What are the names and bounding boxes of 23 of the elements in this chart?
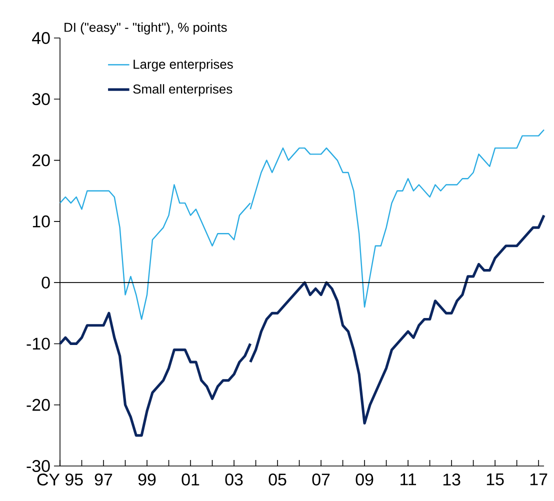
legend-label: Small enterprises [133, 84, 232, 96]
y-tick-label: -10 [26, 338, 50, 350]
x-tick-label: 09 [356, 474, 374, 486]
x-tick-label: 03 [225, 474, 243, 486]
y-tick-label: 40 [32, 32, 50, 44]
x-tick-label: 99 [138, 474, 156, 486]
y-tick-label: -20 [26, 398, 50, 411]
x-tick-label: 11 [400, 474, 416, 486]
legend-label: Large enterprises [134, 59, 233, 72]
x-tick-label: 97 [94, 474, 112, 486]
y-tick-label: -30 [26, 460, 50, 472]
x-tick-label: 17 [530, 474, 548, 486]
y-tick-label: 20 [32, 154, 50, 166]
y-axis-title: DI ("easy" - "tight"), % points [64, 22, 227, 34]
x-tick-label: CY 95 [37, 474, 83, 486]
x-tick-label: 05 [268, 474, 286, 486]
x-tick-label: 13 [443, 474, 460, 486]
y-tick-label: 0 [42, 276, 50, 289]
y-tick-label: 10 [32, 215, 50, 228]
x-tick-label: 15 [486, 474, 504, 486]
x-tick-label: 07 [312, 474, 330, 486]
x-tick-label: 01 [182, 474, 200, 486]
y-tick-label: 30 [32, 93, 50, 106]
